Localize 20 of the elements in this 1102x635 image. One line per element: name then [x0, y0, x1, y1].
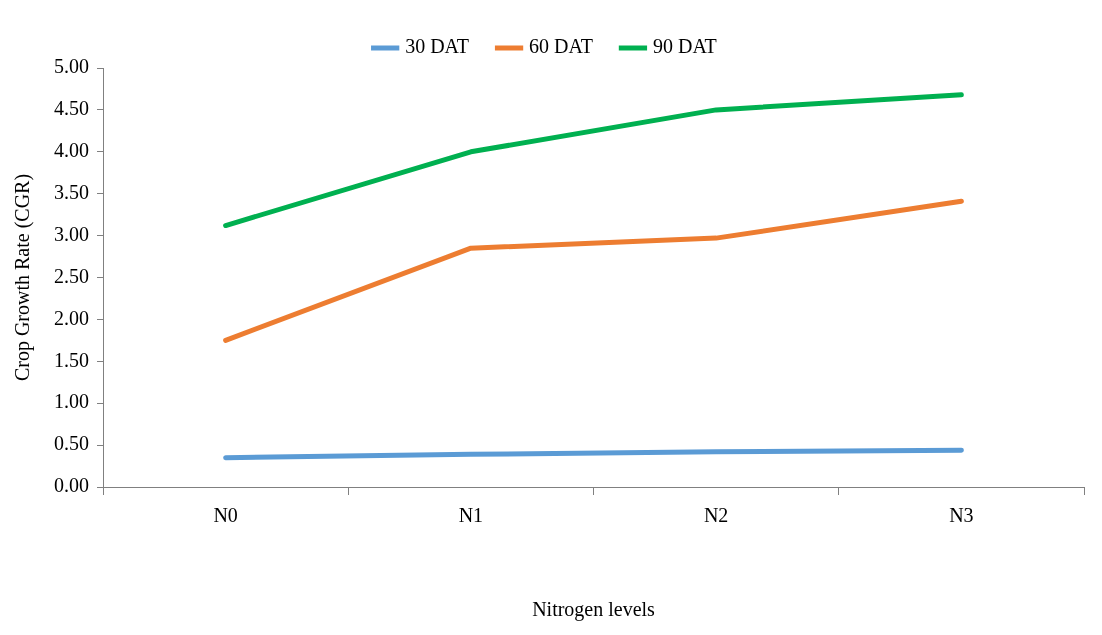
y-tick-label: 4.00: [54, 139, 89, 162]
legend-label: 30 DAT: [405, 35, 470, 58]
legend-label: 90 DAT: [652, 35, 717, 58]
x-tick-label: N1: [458, 504, 484, 527]
x-tick-label: N2: [703, 504, 729, 527]
y-tick-label: 3.50: [54, 180, 89, 203]
x-axis-title: Nitrogen levels: [532, 598, 656, 622]
y-tick-label: 3.00: [54, 222, 89, 245]
x-tick-label: N3: [949, 504, 974, 527]
y-tick-label: 2.00: [54, 306, 89, 329]
x-tick-label: N0: [213, 504, 238, 527]
y-axis-title: Crop Growth Rate (CGR): [11, 173, 35, 382]
y-tick-label: 0.00: [54, 474, 89, 497]
legend-label: 60 DAT: [529, 35, 593, 58]
y-tick-label: 1.50: [54, 348, 89, 371]
y-tick-label: 2.50: [54, 264, 89, 287]
y-tick-label: 4.50: [54, 97, 89, 120]
y-tick-label: 0.50: [54, 432, 89, 455]
y-tick-label: 5.00: [54, 55, 89, 78]
y-tick-label: 1.00: [54, 390, 89, 413]
